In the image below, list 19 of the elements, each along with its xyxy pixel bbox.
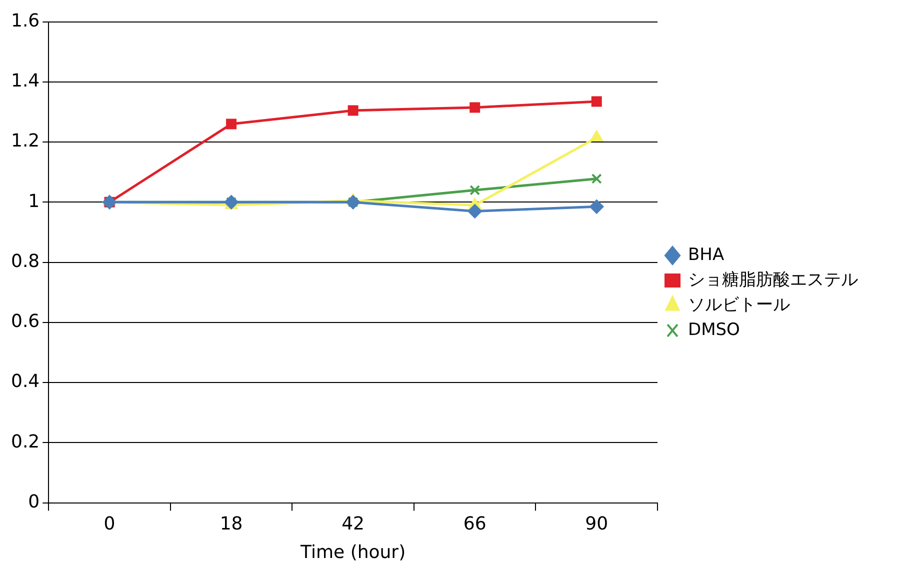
y-tick-label: 1.4 [10,70,40,92]
y-tick-label: 1.2 [10,130,40,152]
y-tick-label: 0.2 [10,431,40,452]
legend-label: BHA [688,244,724,265]
legend-label: ショ糖脂肪酸エステル [688,270,858,290]
legend-label: ソルビトール [688,294,790,315]
x-tick-label: 90 [585,513,608,534]
x-axis-title: Time (hour) [300,542,406,563]
x-tick-label: 18 [220,513,243,534]
legend-label: DMSO [688,320,740,340]
x-tick-label: 42 [342,513,365,534]
x-tick-label: 66 [463,513,486,534]
y-tick-label: 0.8 [10,250,40,272]
y-tick-label: 1 [28,190,40,212]
y-tick-label: 0.6 [10,311,40,332]
y-tick-label: 1.6 [10,10,40,32]
y-tick-label: 0 [28,491,40,512]
x-tick-label: 0 [104,513,116,534]
y-tick-label: 0.4 [10,371,40,392]
